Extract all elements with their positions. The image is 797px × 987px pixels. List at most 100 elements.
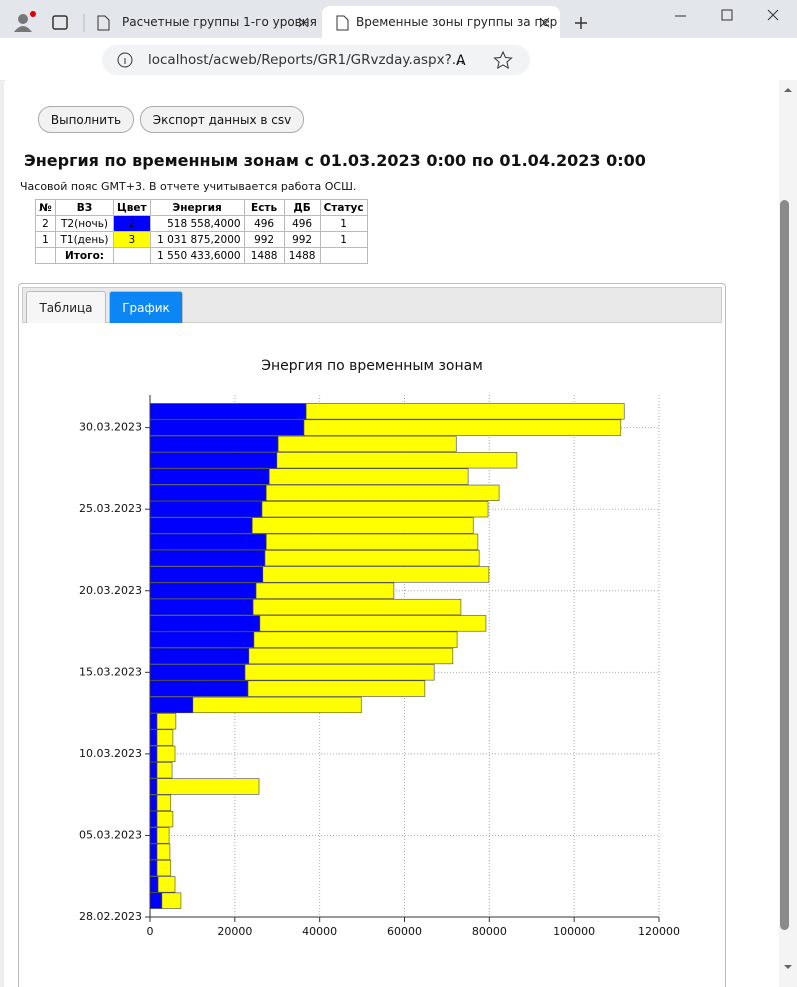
url-field[interactable]: localhost/acweb/Reports/GR1/GRvzday.aspx… [102,45,530,75]
tab-actions-icon[interactable] [52,15,68,30]
bar-segment [149,778,158,795]
cell: 496 [283,215,321,232]
bar-segment [277,435,457,453]
x-tick-label: 120000 [638,925,680,938]
browser-tab[interactable]: Расчетные группы 1-го уровня [88,6,320,38]
tab-glyphs [97,15,550,31]
bar-segment [149,827,158,844]
profile-icon[interactable] [18,14,28,24]
scroll-down[interactable] [784,965,792,969]
page-edge [0,80,4,987]
bar-segment [149,794,158,811]
tab-title: Расчетные группы 1-го уровня [122,15,317,29]
scroll-arrows [784,88,792,969]
bar-segment [149,582,257,599]
bar-segment [149,468,270,485]
y-tick-label: 10.03.2023 [79,747,142,760]
bar-segment [149,533,267,550]
bar-segment [253,631,458,648]
button-label: Выполнить [50,113,122,127]
bar-segment [149,517,253,534]
bar-segment [149,859,158,877]
y-tick-label: 25.03.2023 [79,502,142,515]
bar-segment [265,533,479,550]
bar-segment [156,778,260,795]
report-heading: Энергия по временным зонам с 01.03.2023 … [24,151,646,170]
cell: 518 558,4000 [149,215,245,232]
bar-segment [149,892,163,909]
bar-segment [265,484,500,502]
bar-segment [149,647,250,665]
bar-segment [264,549,480,567]
bar-segment [149,696,194,714]
bar-segment [157,876,176,893]
table-header: № ВЗ Цвет Энергия Есть ДБ Статус [35,199,368,216]
bar-segment [247,680,426,697]
url-glyphs: A 1 [117,50,743,72]
header-cell: Энергия [149,199,245,216]
run-button[interactable]: Выполнить [38,106,134,133]
bar-segment [262,566,490,583]
bar-segment [149,435,279,453]
x-tick-label: 100000 [553,925,595,938]
cell: Т2(ночь) [55,215,114,232]
bar-segment [156,745,176,763]
bar-segment [149,713,158,730]
export-button[interactable]: Экспорт данных в csv [140,106,304,133]
tab-close[interactable] [539,17,550,28]
x-tick-label: 0 [147,925,154,938]
bar-segment [149,566,264,583]
bar-segment [156,827,170,844]
bar-segment [149,680,249,697]
bar-segment [149,598,254,616]
bar-segment [251,517,474,534]
summary-table: № ВЗ Цвет Энергия Есть ДБ Статус 2 Т2(ночь) 2 518 … [35,199,368,264]
y-tick-label: 20.03.2023 [79,584,142,597]
cell: 496 [243,215,285,232]
bar-segment [259,615,487,632]
tab-close[interactable] [298,17,309,28]
bar-segment [149,501,263,518]
bar-segment [244,664,435,681]
total-row: Итого: 1 550 433,6000 1488 1488 [35,247,368,264]
page-tab[interactable]: Таблица [26,291,106,323]
bar-segment [156,810,174,828]
maximize[interactable] [721,9,733,21]
close-window[interactable] [767,9,779,21]
url-text: localhost/acweb/Reports/GR1/GRvzday.aspx… [148,52,465,68]
x-tick-label: 20000 [217,925,252,938]
bar-segment [161,892,182,909]
bar-segment [276,452,518,469]
tab-panel [18,283,726,987]
bar-segment [156,713,177,730]
browser-tab-active[interactable]: Временные зоны группы за пер [322,6,560,38]
info-icon[interactable] [117,52,133,68]
x-tick-label: 40000 [302,925,337,938]
bar-segment [149,810,158,828]
bar-segment [192,696,362,714]
y-tick-label: 30.03.2023 [79,421,142,434]
profile-dot [30,11,36,17]
page-tab[interactable]: График [109,291,183,323]
bookmark-icon[interactable] [493,50,513,69]
scroll-up[interactable] [784,88,792,92]
bar-segment [252,598,462,616]
bar-segment [248,647,454,665]
page-icon [97,15,110,31]
read-aloud[interactable]: A [456,53,466,69]
bar-segment [149,631,255,648]
page-icon [336,15,349,31]
header-cell: Статус [319,199,368,216]
total-energy: 1 550 433,6000 [149,247,245,264]
total-label: Итого: [55,247,114,264]
bar-segment [261,501,489,518]
x-tick-label: 60000 [387,925,422,938]
bar-segment [149,664,246,681]
bar-segment [156,794,172,811]
y-tick-label: 28.02.2023 [79,910,142,923]
scrollbar-thumb[interactable] [780,200,789,930]
timezone-note: Часовой пояс GMT+3. В отчете учитывается… [20,180,357,193]
bar-segment [268,468,469,485]
bar-segment [149,549,266,567]
